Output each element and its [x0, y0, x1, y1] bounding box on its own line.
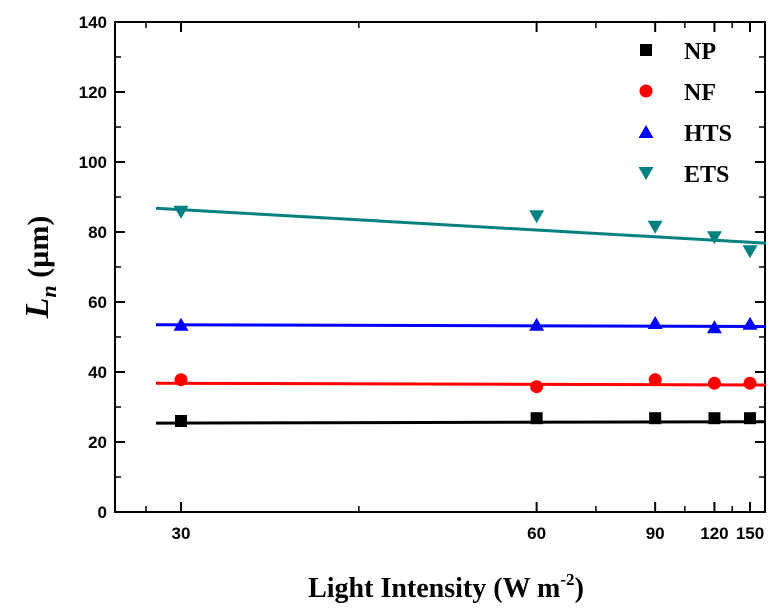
legend-marker-ets — [638, 167, 654, 180]
point-np-150 — [744, 412, 756, 425]
fit-line-np — [155, 420, 767, 425]
point-hts-120 — [706, 320, 722, 334]
x-axis-end: ) — [575, 573, 584, 604]
legend-label-nf: NF — [684, 80, 716, 106]
point-np-60 — [530, 412, 543, 425]
legend-label-ets: ETS — [684, 162, 729, 188]
x-tick-label-30: 30 — [172, 524, 191, 543]
x-tick-label-60: 60 — [527, 524, 546, 543]
x-tick-label-150: 150 — [736, 524, 764, 543]
point-np-90 — [649, 412, 662, 425]
legend-marker-nf — [639, 84, 653, 98]
point-nf-90 — [648, 373, 662, 387]
point-ets-90 — [647, 220, 663, 234]
plot-frame — [114, 21, 766, 513]
point-ets-30 — [173, 205, 189, 219]
y-tick-label-60: 60 — [88, 293, 107, 312]
point-hts-60 — [529, 317, 545, 331]
point-ets-60 — [529, 210, 545, 224]
fit-line-hts — [155, 323, 767, 328]
point-nf-60 — [530, 380, 544, 394]
point-hts-30 — [173, 317, 189, 331]
y-axis-var: L — [19, 298, 56, 320]
point-np-30 — [175, 415, 187, 427]
data-points — [173, 205, 758, 427]
legend-marker-np — [640, 44, 652, 56]
fit-line-nf — [155, 381, 767, 387]
y-tick-label-80: 80 — [88, 223, 107, 242]
axis-ticks: 0 20 40 60 80 100 120 140 30 60 90 120 150 — [79, 13, 765, 543]
y-axis-unit: (µm) — [22, 216, 55, 286]
x-tick-label-120: 120 — [700, 524, 728, 543]
legend-marker-hts — [638, 125, 654, 138]
y-tick-label-140: 140 — [79, 13, 107, 32]
point-nf-150 — [743, 376, 757, 390]
point-nf-30 — [174, 373, 188, 387]
y-axis-sub: n — [36, 285, 61, 297]
y-tick-label-0: 0 — [98, 503, 107, 522]
y-tick-label-40: 40 — [88, 363, 107, 382]
point-ets-150 — [742, 245, 758, 259]
y-tick-label-20: 20 — [88, 433, 107, 452]
x-axis-title: Light Intensity (W m-2) — [308, 570, 584, 604]
fit-line-ets — [155, 206, 767, 245]
point-np-120 — [708, 412, 721, 425]
x-axis-sup: -2 — [560, 570, 574, 589]
legend: NP NF HTS ETS — [638, 39, 732, 188]
y-tick-label-120: 120 — [79, 83, 107, 102]
legend-label-hts: HTS — [684, 121, 732, 147]
y-axis-title: Ln (µm) — [19, 216, 61, 320]
point-ets-120 — [706, 231, 722, 245]
fit-lines — [155, 206, 767, 425]
legend-label-np: NP — [684, 39, 716, 65]
y-tick-label-100: 100 — [79, 153, 107, 172]
point-nf-120 — [707, 376, 721, 390]
x-axis-main: Light Intensity (W m — [308, 573, 560, 604]
point-hts-150 — [742, 316, 758, 330]
point-hts-90 — [647, 316, 663, 329]
x-tick-label-90: 90 — [646, 524, 665, 543]
